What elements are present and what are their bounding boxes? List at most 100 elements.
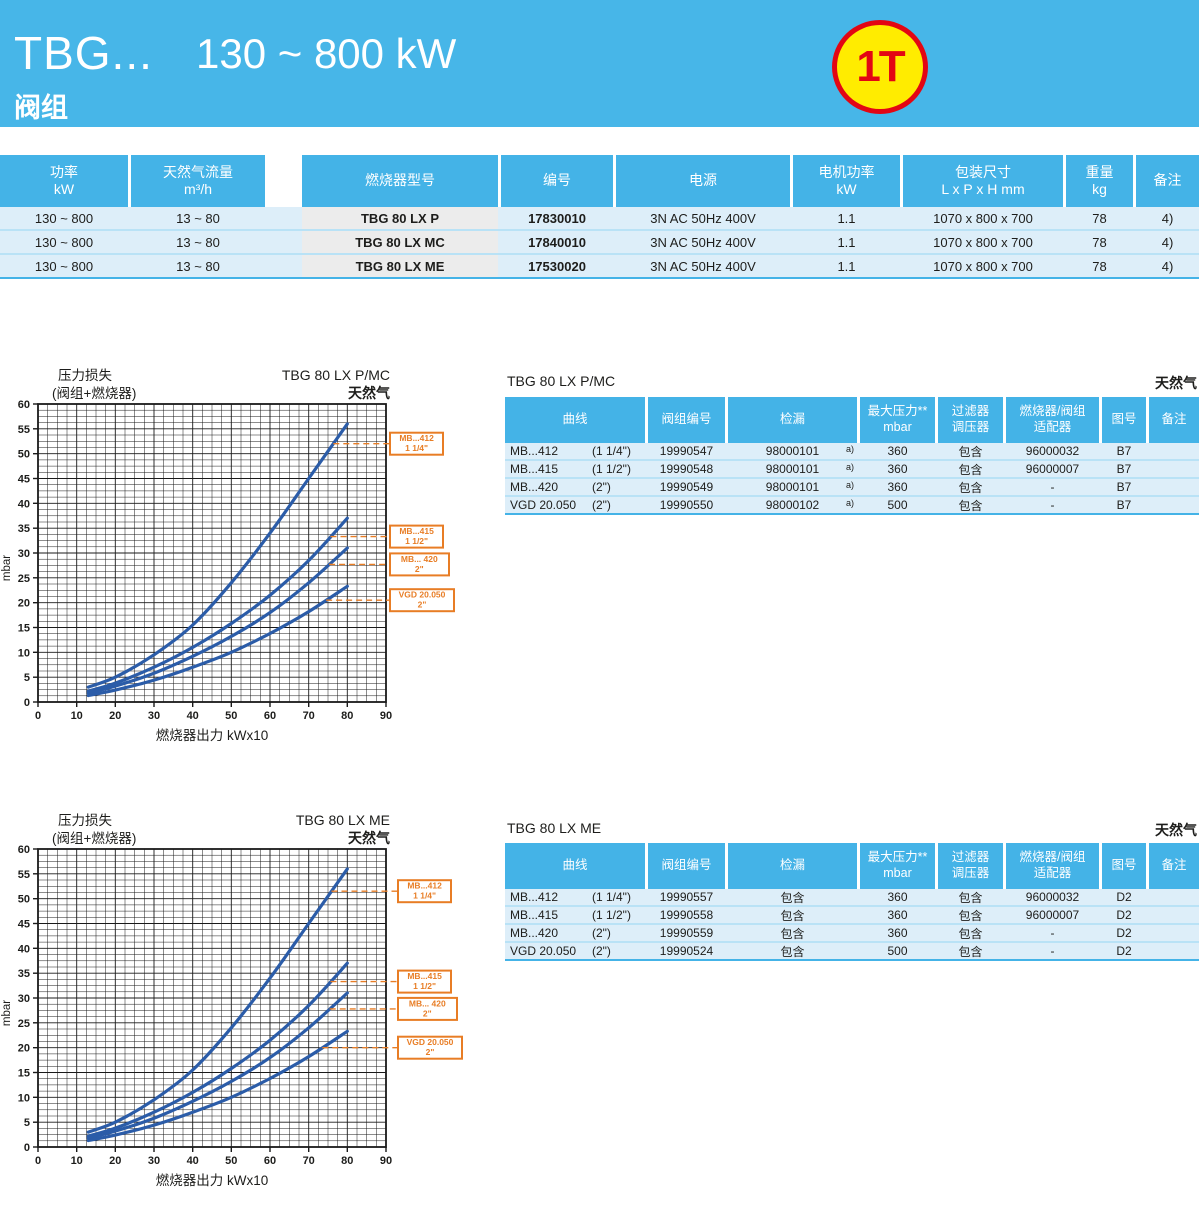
acc-table-pmc: 曲线 阀组编号 检漏 最大压力** mbar 过滤器 调压器 燃烧器/阀组 适配器 图号 备注 MB.… [505, 397, 1199, 517]
spec-cell: 130 ~ 800 [34, 234, 94, 250]
y-tick-label: 35 [18, 968, 30, 980]
x-tick-label: 30 [148, 710, 160, 722]
curve-MB...415 [86, 516, 349, 693]
acc-cell: D2 [1116, 908, 1132, 922]
spec-cell: 3N AC 50Hz 400V [650, 210, 756, 226]
curve-MB... 420 [86, 546, 349, 695]
curve-callout: MB... 420 2" [329, 552, 450, 577]
x-tick-label: 0 [35, 710, 41, 722]
curve-callout: MB...412 1 1/4" [331, 879, 452, 904]
acc-header-cell: 最大压力** mbar [860, 397, 935, 443]
acc-cell: 360 [887, 480, 908, 494]
y-tick-label: 45 [18, 474, 30, 486]
y-tick-label: 15 [18, 623, 30, 635]
y-tick-label: 25 [18, 573, 30, 585]
svg-text:2": 2" [423, 1008, 432, 1018]
svg-text:VGD 20.050: VGD 20.050 [407, 1037, 454, 1047]
acc-cell [1149, 497, 1199, 513]
chart-model: TBG 80 LX P/MC [282, 367, 390, 383]
acc-cell: - [1050, 944, 1055, 958]
acc-cell [1149, 443, 1199, 459]
acc-table-title-me: TBG 80 LX ME [507, 820, 602, 836]
spec-cell: 1070 x 800 x 700 [933, 210, 1033, 226]
spec-cell: TBG 80 LX P [360, 210, 440, 226]
acc-table-row: MB...420 (2") 19990549 98000101 a) 360 包含 - B7 [505, 479, 1199, 497]
x-tick-label: 10 [71, 710, 83, 722]
y-tick-label: 5 [24, 672, 30, 684]
x-tick-label: 70 [303, 1155, 315, 1167]
acc-cell: B7 [1116, 462, 1132, 476]
spec-header-cell: 电源 [616, 155, 790, 207]
spec-model-cell-bg [302, 255, 498, 277]
spec-cell: 13 ~ 80 [176, 234, 220, 250]
acc-table-me: 曲线 阀组编号 检漏 最大压力** mbar 过滤器 调压器 燃烧器/阀组 适配器 图号 备注 MB.… [505, 843, 1199, 963]
page-header-band: TBG... 130 ~ 800 kW 阀组 1T [0, 0, 1199, 127]
acc-cell: 包含 [780, 944, 805, 959]
acc-cell-curve: MB...415 (1 1/2") [510, 462, 631, 476]
pressure-loss-plot: 0 10 20 30 40 50 60 70 80 90 0 5 10 15 20 25 30 35 40 45 50 5… [1, 367, 455, 743]
y-tick-label: 10 [18, 647, 30, 659]
spec-cell: 3N AC 50Hz 400V [650, 258, 756, 274]
spec-header-cell: 天然气流量 m³/h [131, 155, 265, 207]
acc-header-cell: 曲线 [505, 397, 645, 443]
acc-cell: 包含 [780, 890, 805, 905]
svg-text:2": 2" [418, 600, 427, 610]
spec-header-cell: 功率 kW [0, 155, 128, 207]
acc-table-row: MB...415 (1 1/2") 19990548 98000101 a) 360 包含 9… [505, 461, 1199, 479]
y-tick-label: 55 [18, 424, 30, 436]
y-tick-label: 60 [18, 844, 30, 856]
spec-cell: 130 ~ 800 [34, 210, 94, 226]
spec-cell: 3N AC 50Hz 400V [650, 234, 756, 250]
spec-header-cell: 电机功率 kW [793, 155, 900, 207]
acc-header-cell: 阀组编号 [648, 397, 725, 443]
spec-cell: 13 ~ 80 [176, 258, 220, 274]
acc-cell: B7 [1116, 498, 1132, 512]
acc-cell: 19990548 [659, 462, 714, 476]
spec-cell: 1.1 [837, 234, 856, 250]
y-tick-label: 5 [24, 1117, 30, 1129]
acc-cell: 19990559 [659, 926, 714, 940]
acc-cell [1149, 943, 1199, 959]
x-tick-label: 60 [264, 710, 276, 722]
page-subtitle: 阀组 [14, 93, 68, 123]
spec-cell: 4) [1161, 234, 1174, 250]
x-tick-label: 20 [109, 710, 121, 722]
x-tick-label: 40 [187, 710, 199, 722]
y-tick-label: 20 [18, 1043, 30, 1055]
y-tick-label: 15 [18, 1068, 30, 1080]
svg-text:MB...415: MB...415 [407, 971, 442, 981]
curve-callout: MB... 420 2" [329, 996, 458, 1021]
acc-cell [1149, 907, 1199, 923]
curve-callout: MB...412 1 1/4" [333, 431, 444, 456]
acc-cell: 96000032 [1025, 444, 1080, 458]
acc-cell: 包含 [958, 944, 983, 959]
spec-cell: 78 [1092, 258, 1107, 274]
spec-header-cell: 包装尺寸 L x P x H mm [903, 155, 1063, 207]
acc-table-row: MB...412 (1 1/4") 19990547 98000101 a) 360 包含 9… [505, 443, 1199, 461]
acc-table-title-pmc: TBG 80 LX P/MC [507, 373, 616, 389]
x-axis-title: 燃烧器出力 kWx10 [156, 1172, 269, 1188]
svg-text:MB... 420: MB... 420 [409, 998, 446, 1008]
y-tick-label: 50 [18, 894, 30, 906]
acc-cell: 500 [887, 498, 908, 512]
acc-header-cell: 燃烧器/阀组 适配器 [1006, 397, 1099, 443]
spec-row: 130 ~ 800 13 ~ 80 TBG 80 LX MC 17840010 3N A… [0, 231, 1199, 255]
acc-table-gas-label-pmc: 天然气 [1155, 375, 1197, 391]
acc-cell-curve: VGD 20.050 (2") [510, 944, 611, 958]
y-tick-label: 55 [18, 869, 30, 881]
acc-cell-curve: MB...420 (2") [510, 480, 611, 494]
svg-text:MB...412: MB...412 [399, 433, 434, 443]
acc-header-cell: 过滤器 调压器 [938, 397, 1003, 443]
acc-cell: 19990547 [659, 444, 714, 458]
x-tick-label: 10 [71, 1155, 83, 1167]
svg-text:1 1/2": 1 1/2" [405, 536, 428, 546]
chart-title: 压力损失 [58, 813, 112, 828]
acc-cell [1149, 889, 1199, 905]
svg-text:VGD 20.050: VGD 20.050 [399, 590, 446, 600]
acc-cell: 98000101 a) [765, 462, 854, 476]
acc-header-cell: 检漏 [728, 843, 857, 889]
acc-cell: 360 [887, 908, 908, 922]
acc-table-row: VGD 20.050 (2") 19990524 包含 500 包含 - D2 [505, 943, 1199, 961]
x-tick-label: 20 [109, 1155, 121, 1167]
x-tick-label: 50 [225, 710, 237, 722]
